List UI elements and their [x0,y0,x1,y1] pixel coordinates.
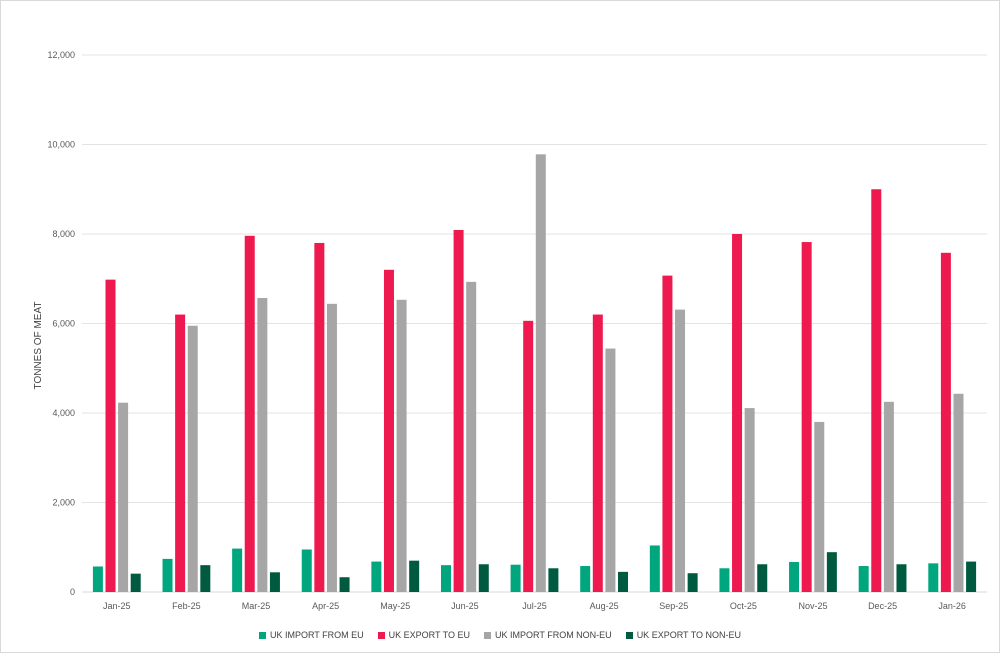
bar-uk-import-from-eu-aug-25 [580,566,591,592]
legend-label: UK EXPORT TO NON-EU [636,630,742,640]
x-tick-label: Dec-25 [868,601,897,611]
bar-uk-export-to-non-eu-mar-25 [269,572,280,592]
legend-item: UK IMPORT FROM NON-EU [484,630,612,640]
y-tick-label: 6,000 [52,319,75,329]
bar-uk-export-to-eu-feb-25 [175,314,186,592]
bar-uk-import-from-eu-jan-26 [928,563,939,592]
bar-uk-export-to-eu-sep-25 [662,275,673,592]
bar-uk-export-to-eu-oct-25 [732,234,743,592]
legend-label: UK IMPORT FROM EU [269,630,364,640]
legend: UK IMPORT FROM EU UK EXPORT TO EU UK IMPOR… [0,630,1000,640]
legend-label: UK EXPORT TO EU [388,630,471,640]
bar-uk-import-from-non-eu-jan-26 [953,393,964,592]
bar-uk-export-to-non-eu-aug-25 [618,571,629,592]
legend-item: UK EXPORT TO NON-EU [625,630,742,640]
legend-item: UK EXPORT TO EU [377,630,471,640]
legend-swatch [484,631,492,639]
bar-uk-import-from-non-eu-jan-25 [118,402,129,592]
bar-uk-export-to-non-eu-dec-25 [896,564,907,592]
legend-label: UK IMPORT FROM NON-EU [495,630,612,640]
x-tick-label: Jan-25 [103,601,131,611]
bar-uk-export-to-eu-aug-25 [592,314,603,592]
bar-uk-import-from-non-eu-jul-25 [535,154,546,592]
bar-uk-import-from-eu-apr-25 [301,549,312,592]
bar-uk-export-to-non-eu-feb-25 [200,565,211,592]
y-tick-label: 8,000 [52,229,75,239]
bar-uk-import-from-eu-feb-25 [162,558,173,592]
bar-uk-import-from-non-eu-feb-25 [187,325,198,592]
bar-uk-import-from-eu-may-25 [371,561,382,592]
bar-uk-import-from-non-eu-oct-25 [744,408,755,592]
x-tick-label: Oct-25 [730,601,757,611]
x-tick-label: Jun-25 [451,601,479,611]
bar-uk-import-from-non-eu-nov-25 [814,421,825,592]
bar-uk-export-to-non-eu-jan-25 [130,573,141,592]
bar-uk-export-to-eu-may-25 [383,269,394,592]
bar-uk-import-from-eu-jul-25 [510,564,521,592]
bar-uk-import-from-non-eu-mar-25 [257,297,268,592]
y-tick-label: 12,000 [47,50,75,60]
x-tick-label: Aug-25 [590,601,619,611]
legend-swatch [258,631,266,639]
legend-swatch [377,631,385,639]
x-tick-label: May-25 [380,601,410,611]
x-tick-label: Feb-25 [172,601,201,611]
y-tick-label: 4,000 [52,408,75,418]
bar-uk-import-from-eu-nov-25 [789,562,800,592]
bar-uk-import-from-eu-oct-25 [719,568,730,592]
bar-uk-export-to-eu-mar-25 [244,235,255,593]
bar-uk-export-to-eu-jul-25 [523,320,534,592]
bar-uk-export-to-eu-jun-25 [453,229,464,592]
bar-uk-import-from-eu-sep-25 [649,545,660,592]
y-axis-label: TONNES OF MEAT [33,302,44,390]
x-tick-label: Jul-25 [522,601,547,611]
x-tick-label: Mar-25 [242,601,271,611]
bar-uk-import-from-eu-jun-25 [440,565,451,592]
bar-uk-import-from-non-eu-dec-25 [883,401,894,592]
bar-uk-export-to-non-eu-apr-25 [339,577,350,592]
bar-uk-export-to-eu-apr-25 [314,242,325,592]
bar-uk-import-from-non-eu-may-25 [396,299,407,592]
x-tick-label: Sep-25 [659,601,688,611]
bar-uk-export-to-non-eu-jan-26 [966,561,977,592]
bar-uk-import-from-eu-jan-25 [92,566,103,592]
bar-uk-export-to-eu-jan-25 [105,279,116,592]
x-tick-label: Jan-26 [938,601,966,611]
bar-uk-export-to-non-eu-jun-25 [478,564,489,592]
bar-uk-export-to-eu-jan-26 [940,252,951,593]
bar-uk-export-to-eu-nov-25 [801,242,812,592]
bar-uk-export-to-non-eu-nov-25 [826,552,837,592]
bar-uk-export-to-non-eu-jul-25 [548,568,559,592]
bar-uk-export-to-non-eu-may-25 [409,560,420,592]
legend-item: UK IMPORT FROM EU [258,630,364,640]
bar-uk-import-from-non-eu-sep-25 [675,309,686,592]
bar-uk-export-to-non-eu-sep-25 [687,573,698,592]
bar-uk-export-to-eu-dec-25 [871,189,882,592]
x-tick-label: Apr-25 [312,601,339,611]
x-tick-label: Nov-25 [798,601,827,611]
bar-uk-import-from-non-eu-jun-25 [466,281,477,592]
bar-uk-import-from-non-eu-apr-25 [326,303,337,592]
bar-uk-import-from-eu-dec-25 [858,566,869,592]
bar-uk-import-from-non-eu-aug-25 [605,348,616,592]
y-tick-label: 10,000 [47,140,75,150]
y-tick-label: 2,000 [52,498,75,508]
legend-swatch [625,631,633,639]
bar-uk-export-to-non-eu-oct-25 [757,564,768,592]
bar-uk-import-from-eu-mar-25 [232,548,243,592]
y-tick-label: 0 [70,587,75,597]
